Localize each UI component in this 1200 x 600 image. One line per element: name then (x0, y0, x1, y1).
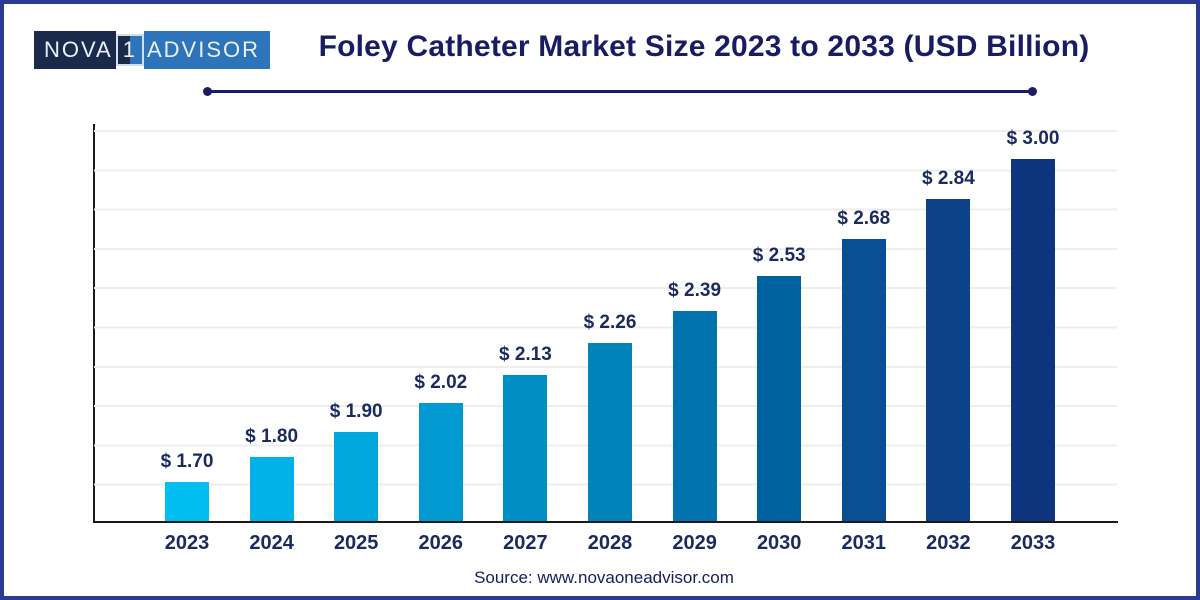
logo-right-segment: ADVISOR (143, 31, 270, 69)
x-label-2029: 2029 (672, 532, 717, 554)
x-label-2030: 2030 (756, 532, 802, 554)
bar-2027 (503, 375, 548, 523)
x-label-2028: 2028 (587, 532, 633, 554)
bar-value-2031: $ 2.68 (837, 208, 891, 229)
bar-value-2026: $ 2.02 (414, 372, 468, 393)
underline-left-dot (203, 87, 212, 96)
bar-2031 (841, 239, 886, 523)
x-label-2024: 2024 (249, 532, 294, 554)
bar-value-2033: $ 3.00 (1006, 128, 1060, 149)
logo-one-box: 1 (115, 34, 144, 66)
bar-2033 (1011, 159, 1055, 523)
nova-one-advisor-logo: NOVA 1 ADVISOR (34, 31, 270, 69)
title-underline (203, 87, 1037, 96)
bar-2029 (672, 311, 717, 523)
logo-text-one: 1 (122, 37, 137, 62)
x-label-2027: 2027 (503, 532, 548, 554)
bar-value-2023: $ 1.70 (160, 451, 214, 472)
x-label-2031: 2031 (841, 532, 887, 554)
bar-value-2025: $ 1.90 (329, 401, 383, 422)
x-axis-line (93, 521, 1118, 523)
x-label-2032: 2032 (926, 532, 971, 554)
bar-2025 (334, 432, 379, 523)
underline-right-dot (1028, 87, 1037, 96)
bar-value-2028: $ 2.26 (583, 312, 637, 333)
plot-area: $ 1.70 $ 1.80 $ 1.90 $ 2.02 $ 2.13 $ 2.26 $ 2.… (94, 128, 1117, 523)
logo-text-nova: NOVA (44, 37, 113, 62)
bar-2028 (588, 343, 632, 523)
bar-2030 (757, 276, 802, 523)
bar-2024 (249, 457, 294, 523)
bar-2026 (418, 403, 463, 523)
x-label-2026: 2026 (418, 532, 464, 554)
logo-text-advisor: ADVISOR (146, 37, 260, 62)
x-label-2023: 2023 (164, 532, 210, 554)
x-label-2033: 2033 (1010, 532, 1056, 554)
logo-left-segment: NOVA (34, 31, 116, 69)
bar-value-2024: $ 1.80 (245, 426, 299, 447)
bar-2023 (165, 482, 209, 523)
x-label-2025: 2025 (333, 532, 379, 554)
bar-value-2032: $ 2.84 (921, 168, 975, 189)
bar-value-2030: $ 2.53 (752, 245, 806, 266)
x-axis-labels: 2023 2024 2025 2026 2027 2028 2029 2030 2031 2032… (94, 532, 1117, 558)
source-text: Source: www.novaoneadvisor.com (474, 568, 734, 587)
bar-value-2029: $ 2.39 (668, 280, 722, 301)
bar-2032 (926, 199, 971, 523)
bar-value-2027: $ 2.13 (498, 344, 552, 365)
chart-title: Foley Catheter Market Size 2023 to 2033 … (318, 30, 1090, 63)
